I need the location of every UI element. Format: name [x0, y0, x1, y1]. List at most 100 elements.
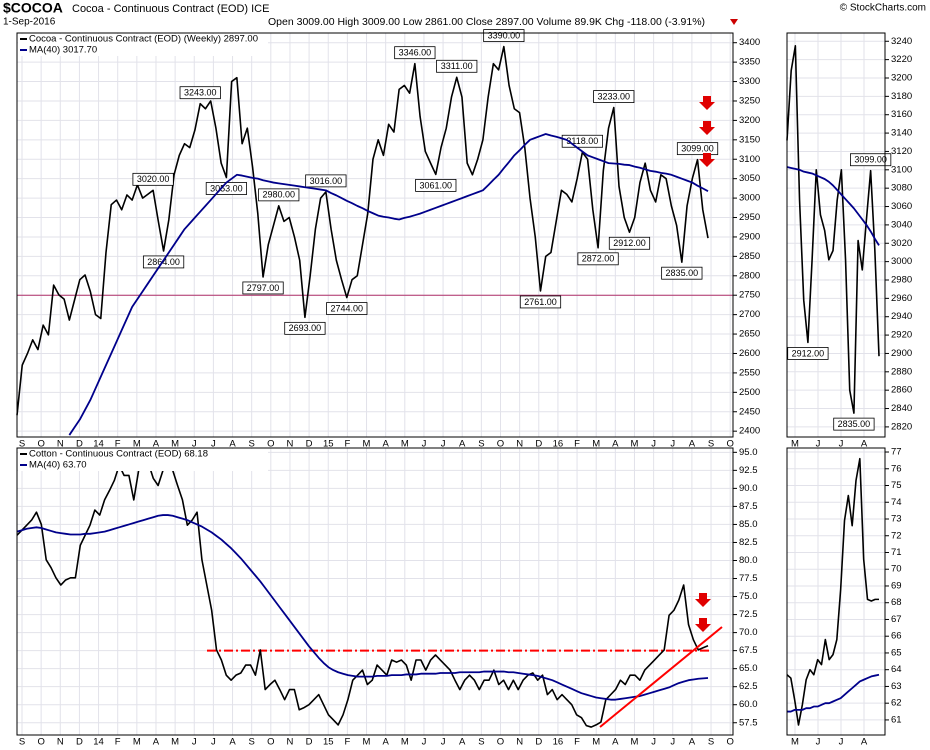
x-tick-label: O — [37, 737, 44, 748]
x-tick-label: N — [287, 737, 294, 748]
data-label-box — [833, 417, 875, 431]
x-tick-label: O — [497, 737, 504, 748]
arrow — [699, 121, 715, 135]
x-tick-label: M — [791, 737, 799, 748]
y-tick-label: 2980 — [891, 275, 912, 286]
data-label: 3233.00 — [597, 91, 630, 101]
x-tick-label: S — [19, 439, 25, 450]
x-tick-label: S — [708, 439, 714, 450]
panel: 2400 2450 2500 2550 2600 2650 2700 2750 2800 2850… — [16, 29, 760, 450]
y-tick-label: 3100 — [891, 164, 912, 175]
x-tick-label: A — [861, 737, 868, 748]
data-label: 3311.00 — [441, 61, 473, 71]
x-tick-label: J — [651, 439, 656, 450]
x-tick-label: M — [592, 439, 600, 450]
data-label: 2912.00 — [792, 348, 825, 358]
symbol: $COCOA — [3, 0, 63, 16]
data-label: 3118.00 — [566, 136, 598, 146]
x-tick-label: J — [816, 439, 821, 450]
x-tick-label: J — [422, 737, 427, 748]
x-tick-label: J — [816, 737, 821, 748]
x-tick-label: O — [726, 737, 733, 748]
y-tick-label: 65.0 — [739, 663, 758, 674]
x-tick-label: N — [57, 737, 64, 748]
y-tick-label: 2840 — [891, 403, 912, 414]
legend-label: MA(40) 3017.70 — [29, 45, 97, 56]
y-tick-label: 3200 — [891, 73, 912, 84]
x-tick-label: A — [612, 737, 619, 748]
down-indicator — [730, 19, 738, 25]
x-tick-label: J — [839, 439, 844, 450]
data-label-box — [593, 90, 635, 103]
y-tick-label: 3200 — [739, 115, 760, 126]
x-tick-label: 16 — [553, 737, 564, 748]
data-label: 3390.00 — [488, 30, 521, 40]
x-tick-label: M — [171, 737, 179, 748]
data-label: 3053.00 — [210, 183, 243, 193]
x-tick-label: O — [267, 439, 274, 450]
data-label-box — [415, 178, 457, 192]
x-tick-label: D — [306, 737, 313, 748]
y-tick-label: 73 — [891, 514, 902, 525]
legend-label: MA(40) 63.70 — [29, 460, 87, 471]
data-label-box — [326, 302, 368, 315]
y-tick-label: 3220 — [891, 54, 912, 65]
x-tick-label: 15 — [323, 737, 334, 748]
arrows — [695, 96, 715, 632]
y-tick-label: 70.0 — [739, 627, 758, 638]
y-tick-label: 65 — [891, 647, 902, 658]
x-tick-label: M — [631, 737, 639, 748]
y-tick-label: 82.5 — [739, 537, 758, 548]
y-tick-label: 3400 — [739, 37, 760, 48]
y-tick-label: 64 — [891, 664, 902, 675]
data-label: 3099.00 — [681, 144, 714, 154]
y-tick-label: 2820 — [891, 421, 912, 432]
series-line — [68, 133, 709, 436]
legend-bg — [18, 449, 268, 460]
y-tick-label: 95.0 — [739, 447, 758, 458]
plot-area — [787, 448, 885, 735]
y-tick-label: 77 — [891, 447, 902, 458]
data-label-box — [608, 236, 651, 250]
y-tick-label: 2650 — [739, 329, 760, 340]
date: 1-Sep-2016 — [3, 17, 56, 28]
series-line — [16, 514, 709, 701]
y-tick-label: 70 — [891, 564, 902, 575]
x-tick-label: J — [670, 439, 675, 450]
series-line — [16, 459, 709, 728]
series-line — [16, 45, 709, 416]
x-tick-label: M — [133, 439, 141, 450]
legend-label: Cocoa - Continuous Contract (EOD) (Weekl… — [29, 34, 258, 45]
x-tick-label: O — [267, 737, 274, 748]
panel: 57.5 60.0 62.5 65.0 67.5 70.0 72.5 75.0 77.5 80.0… — [16, 447, 758, 748]
x-tick-label: S — [19, 737, 25, 748]
data-label: 2912.00 — [613, 238, 646, 248]
x-tick-label: F — [344, 439, 350, 450]
x-tick-label: S — [478, 737, 484, 748]
x-tick-label: N — [516, 737, 523, 748]
x-tick-label: A — [459, 439, 466, 450]
y-tick-label: 75 — [891, 480, 902, 491]
y-tick-label: 3120 — [891, 146, 912, 157]
x-tick-label: A — [229, 737, 236, 748]
data-label-box — [242, 281, 284, 295]
x-tick-label: 14 — [93, 737, 104, 748]
x-tick-label: M — [363, 737, 371, 748]
data-label-box — [519, 295, 562, 309]
y-tick-label: 3350 — [739, 57, 760, 68]
y-tick-label: 67 — [891, 614, 902, 625]
y-tick-label: 3180 — [891, 91, 912, 102]
y-tick-label: 80.0 — [739, 555, 758, 566]
x-tick-label: J — [211, 439, 216, 450]
y-tick-label: 3000 — [739, 193, 760, 204]
y-tick-label: 3020 — [891, 238, 912, 249]
y-tick-label: 2700 — [739, 309, 760, 320]
x-tick-label: F — [115, 439, 121, 450]
series-line — [786, 45, 880, 414]
data-label: 2980.00 — [262, 190, 295, 200]
x-tick-label: 16 — [553, 439, 564, 450]
x-tick-label: N — [57, 439, 64, 450]
y-tick-label: 67.5 — [739, 645, 758, 656]
data-label-box — [787, 347, 829, 360]
